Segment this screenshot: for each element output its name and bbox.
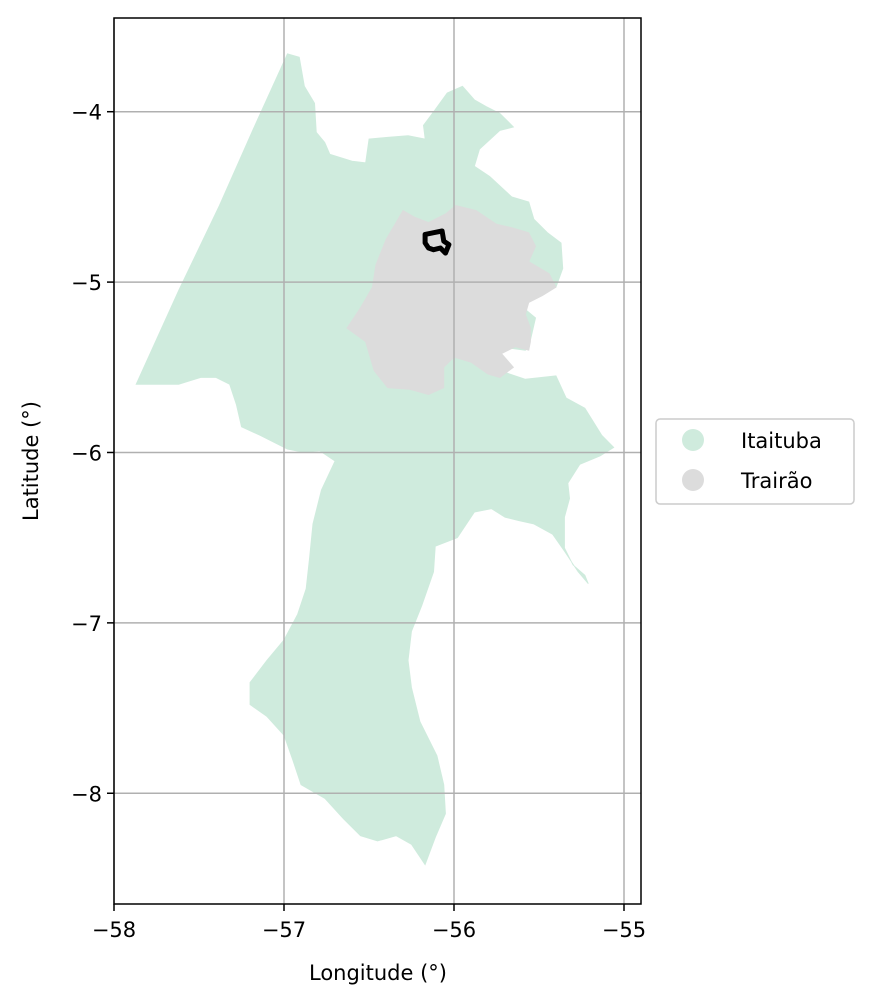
x-tick-label: −56 [432,918,476,942]
x-axis-ticks: −58 −57 −56 −55 [92,904,646,942]
y-axis-label: Latitude (°) [19,401,43,521]
y-tick-label: −5 [71,271,102,295]
x-tick-label: −57 [262,918,306,942]
legend-label-trairao: Trairão [740,469,812,493]
highlight-outline [422,228,452,256]
plot-frame [113,17,642,905]
y-axis-ticks: −4 −5 −6 −7 −8 [71,101,114,806]
legend-marker-itaituba [682,429,704,451]
x-tick-label: −58 [92,918,136,942]
legend-marker-trairao [682,469,704,491]
y-tick-label: −4 [71,101,102,125]
y-tick-label: −6 [71,441,102,465]
y-tick-label: −8 [71,782,102,806]
legend-box [655,418,855,505]
x-tick-label: −55 [602,918,646,942]
y-tick-label: −7 [71,612,102,636]
legend: Itaituba Trairão [655,418,855,505]
highlight-outline-shape [422,228,452,256]
legend-label-itaituba: Itaituba [741,429,822,453]
map-regions [135,53,615,866]
x-axis-label: Longitude (°) [309,961,447,985]
region-trairao [346,204,557,396]
